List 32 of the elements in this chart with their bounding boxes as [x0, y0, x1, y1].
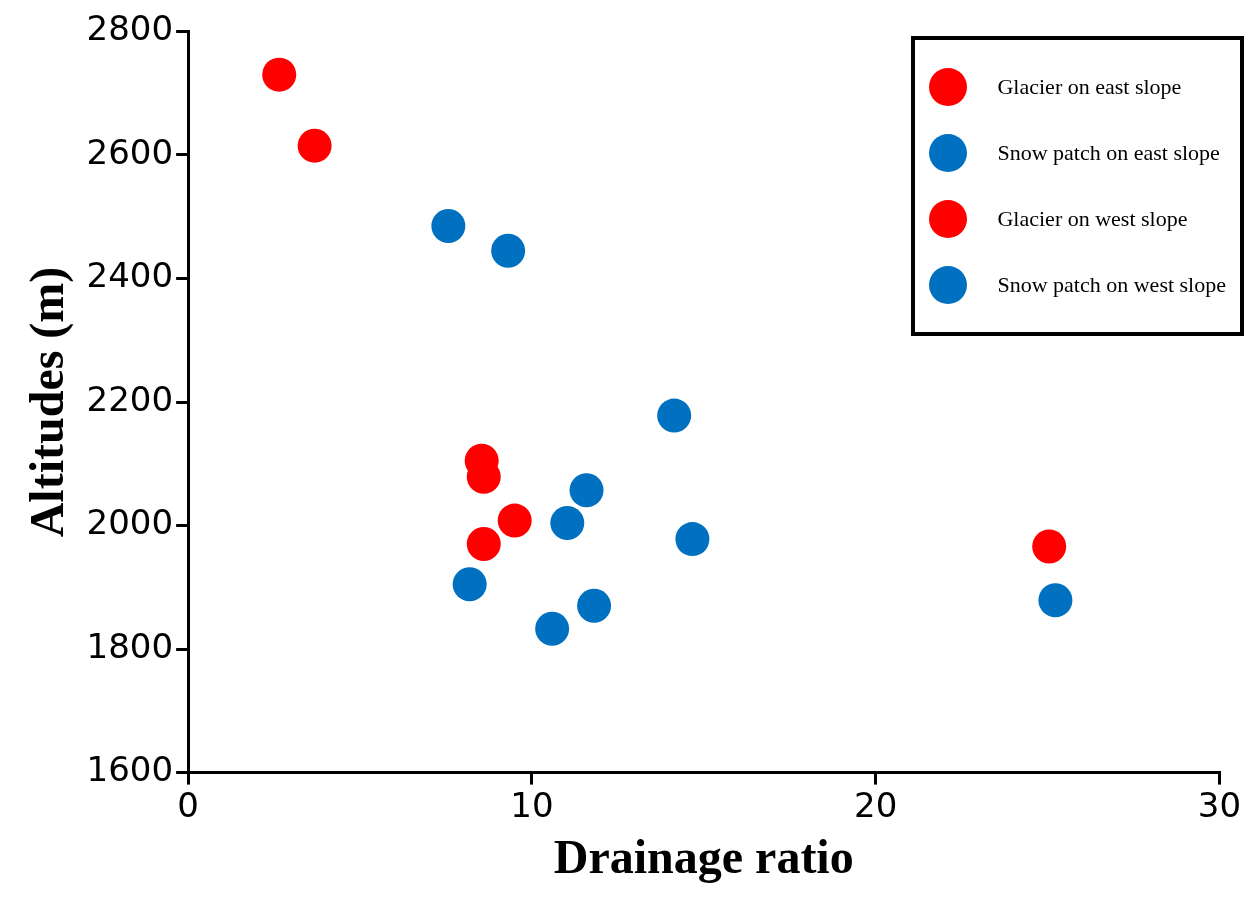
point — [1032, 529, 1067, 564]
point — [1038, 583, 1073, 618]
point — [452, 567, 487, 602]
x-tick-label: 10 — [510, 784, 554, 825]
x-tick-label: 20 — [853, 784, 898, 825]
legend-label: Snow patch on west slope — [997, 272, 1226, 298]
y-tick-label: 2000 — [86, 502, 174, 543]
point — [535, 611, 570, 646]
point — [569, 473, 604, 508]
x-tick-label: 30 — [1197, 784, 1241, 825]
y-tick-label: 2200 — [86, 378, 174, 419]
point — [577, 588, 612, 623]
y-tick-label: 2400 — [86, 255, 174, 296]
point — [466, 527, 501, 562]
legend-label: Glacier on east slope — [997, 74, 1182, 100]
y-tick-label: 2600 — [86, 131, 174, 172]
point — [262, 57, 297, 92]
y-axis-title: Altitudes (m) — [20, 266, 75, 538]
y-tick-label: 1800 — [86, 625, 174, 666]
point — [297, 128, 332, 163]
point — [675, 522, 710, 557]
y-tick-label: 2800 — [86, 8, 174, 49]
legend-label: Snow patch on east slope — [997, 140, 1220, 166]
x-axis-title: Drainage ratio — [553, 829, 854, 883]
point — [431, 208, 466, 243]
legend-label: Glacier on west slope — [997, 206, 1188, 232]
point — [657, 398, 692, 433]
point — [550, 506, 585, 541]
point — [497, 503, 532, 538]
y-tick-label: 1600 — [86, 749, 174, 790]
x-tick-label: 0 — [177, 784, 199, 825]
point — [491, 233, 526, 268]
